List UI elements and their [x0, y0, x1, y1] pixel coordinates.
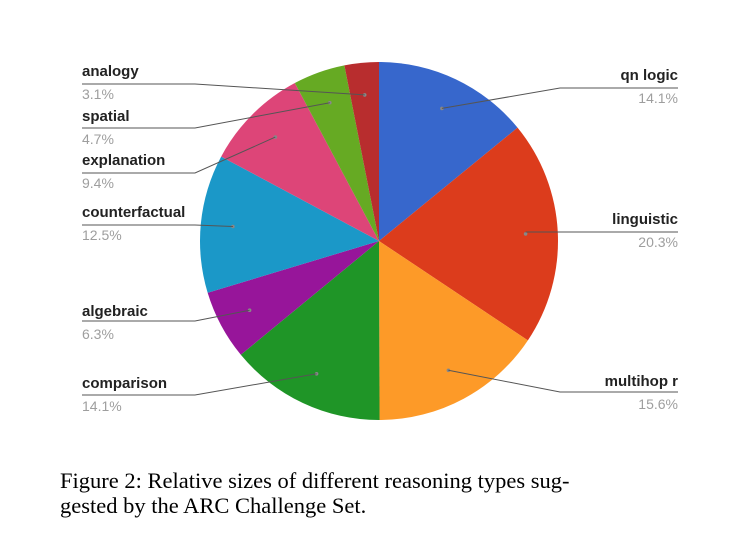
slice-percent-linguistic: 20.3%	[638, 234, 678, 250]
slice-percent-algebraic: 6.3%	[82, 326, 114, 342]
leader-line-comparison	[82, 373, 317, 396]
leader-line-algebraic	[82, 309, 250, 322]
slice-percent-analogy: 3.1%	[82, 86, 114, 102]
slice-label-analogy: analogy	[82, 63, 139, 80]
slice-label-comparison: comparison	[82, 375, 167, 392]
slice-label-counterfactual: counterfactual	[82, 204, 185, 221]
pie-slice-analogy	[344, 62, 379, 241]
slice-percent-spatial: 4.7%	[82, 131, 114, 147]
pie-slice-comparison	[240, 241, 380, 421]
leader-line-qn-logic	[441, 87, 678, 109]
slice-percent-explanation: 9.4%	[82, 175, 114, 191]
label-leaders	[82, 83, 678, 396]
pie-slice-algebraic	[207, 241, 379, 355]
pie-slice-qn-logic	[379, 62, 518, 241]
slice-label-multihop-r: multihop r	[605, 373, 678, 390]
pie-slice-linguistic	[379, 127, 559, 341]
leader-line-multihop-r	[448, 369, 678, 393]
slice-label-linguistic: linguistic	[612, 211, 678, 228]
pie-slice-counterfactual	[199, 156, 379, 293]
leader-line-spatial	[82, 102, 330, 129]
pie-slice-multihop-r	[379, 241, 528, 420]
slice-percent-comparison: 14.1%	[82, 398, 122, 414]
slice-percent-counterfactual: 12.5%	[82, 227, 122, 243]
pie-chart: qn logic 14.1% linguistic 20.3% multihop r 15…	[82, 62, 678, 421]
leader-line-analogy	[82, 83, 365, 96]
leader-line-explanation	[82, 136, 276, 174]
slice-label-explanation: explanation	[82, 152, 165, 169]
slice-label-qn-logic: qn logic	[621, 67, 679, 84]
leader-dot-comparison	[314, 372, 319, 376]
pie-slice-explanation	[221, 83, 379, 241]
leader-line-counterfactual	[82, 224, 233, 227]
slice-percent-multihop-r: 15.6%	[638, 396, 678, 412]
caption-line-1: Figure 2: Relative sizes of different re…	[60, 468, 570, 493]
slice-label-algebraic: algebraic	[82, 303, 148, 320]
figure-caption: Figure 2: Relative sizes of different re…	[60, 468, 710, 518]
caption-line-2: gested by the ARC Challenge Set.	[60, 493, 367, 518]
leader-dot-linguistic	[523, 232, 528, 236]
pie-slices	[199, 62, 559, 421]
slice-percent-qn-logic: 14.1%	[638, 90, 678, 106]
slice-labels: qn logic 14.1% linguistic 20.3% multihop r 15…	[82, 63, 678, 414]
pie-slice-spatial	[294, 65, 379, 241]
slice-label-spatial: spatial	[82, 108, 130, 125]
